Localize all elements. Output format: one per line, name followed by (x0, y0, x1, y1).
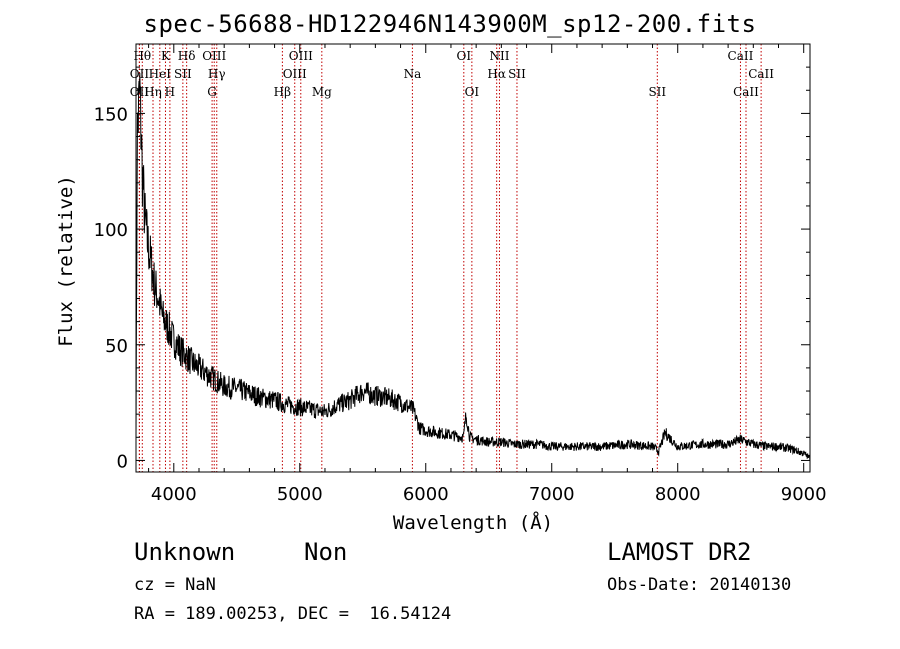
line-label-22: SII (648, 85, 666, 99)
line-label-10: Hγ (208, 67, 226, 81)
redshift-cz: cz = NaN (134, 575, 216, 595)
line-label-2: Hθ (133, 49, 151, 63)
line-label-15: Mg (312, 85, 332, 99)
line-label-4: HeI (149, 67, 172, 81)
x-tick-label: 9000 (781, 484, 827, 505)
line-label-3: Hη (144, 85, 162, 99)
object-class: Unknown (134, 538, 236, 566)
line-label-19: NII (489, 49, 509, 63)
line-label-17: OI (457, 49, 472, 63)
line-label-7: SII (174, 67, 192, 81)
line-label-18: OI (465, 85, 480, 99)
x-axis-label: Wavelength (Å) (392, 512, 554, 534)
line-label-9: OIII (202, 49, 226, 63)
line-label-6: H (165, 85, 175, 99)
line-label-11: G (207, 85, 217, 99)
line-label-1: OII (130, 85, 150, 99)
object-subclass: Non (304, 538, 348, 566)
line-labels: OII OII Hθ Hη HeI K H SII Hδ OIII Hγ G Hβ OIII OIII Mg N… (130, 49, 775, 99)
plot-frame (135, 43, 811, 473)
x-tick-label: 8000 (655, 484, 701, 505)
line-label-5: K (161, 49, 171, 63)
chart-title: spec-56688-HD122946N143900M_sp12-200.fit… (143, 10, 757, 38)
line-label-8: Hδ (178, 49, 196, 63)
spectrum-line (135, 72, 811, 461)
x-tick-label: 4000 (151, 484, 197, 505)
emission-line-markers (138, 44, 762, 472)
survey-name: LAMOST DR2 (607, 538, 752, 566)
y-tick-label: 0 (117, 451, 128, 472)
line-label-20: Hα (487, 67, 506, 81)
line-label-25: CaII (748, 67, 774, 81)
line-label-16: Na (404, 67, 422, 81)
axis-ticks: 4000 5000 6000 7000 8000 9000 0 50 100 150 (94, 43, 827, 505)
line-label-21: SII (508, 67, 526, 81)
y-tick-label: 50 (105, 336, 128, 357)
coordinates: RA = 189.00253, DEC = 16.54124 (134, 604, 452, 624)
line-label-23: CaII (728, 49, 754, 63)
y-tick-label: 150 (94, 104, 128, 125)
line-label-12: Hβ (274, 85, 291, 99)
y-axis-label: Flux (relative) (55, 175, 77, 347)
line-label-13: OIII (283, 67, 307, 81)
x-tick-label: 7000 (529, 484, 575, 505)
line-label-0: OII (130, 67, 150, 81)
spectrum-series (135, 72, 811, 461)
y-tick-label: 100 (94, 220, 128, 241)
x-tick-label: 6000 (403, 484, 449, 505)
observation-date: Obs-Date: 20140130 (607, 575, 792, 595)
line-label-24: CaII (733, 85, 759, 99)
x-tick-label: 5000 (277, 484, 323, 505)
line-label-14: OIII (289, 49, 313, 63)
